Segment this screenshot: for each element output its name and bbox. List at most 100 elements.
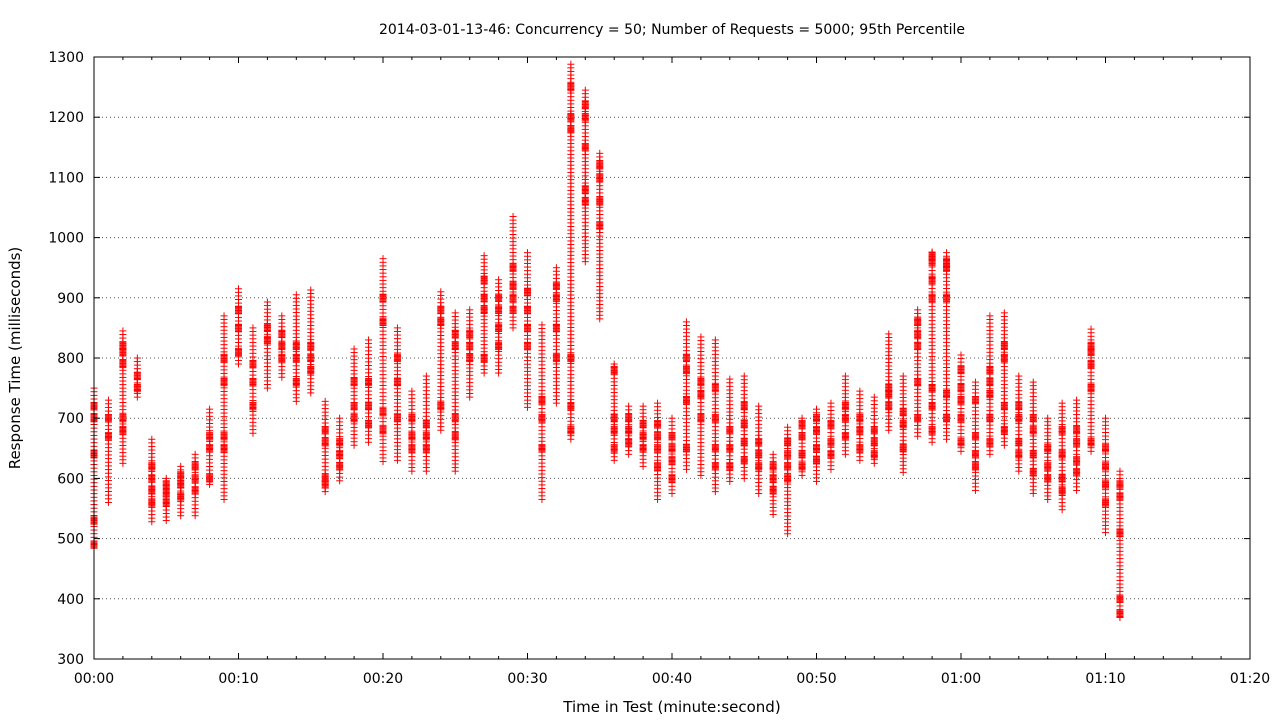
data-point xyxy=(206,405,214,413)
data-point xyxy=(206,429,214,437)
data-point xyxy=(740,372,748,380)
data-point xyxy=(870,393,878,401)
data-point xyxy=(957,351,965,359)
data-point xyxy=(191,450,199,458)
grid-lines xyxy=(94,116,1250,600)
y-tick-label: 800 xyxy=(57,351,84,367)
data-point xyxy=(119,411,127,419)
data-point xyxy=(971,378,979,386)
data-point xyxy=(552,264,560,272)
data-point xyxy=(625,402,633,410)
data-point xyxy=(899,372,907,380)
data-point xyxy=(1015,372,1023,380)
data-point xyxy=(133,368,141,376)
data-point xyxy=(393,324,401,332)
y-tick-label: 300 xyxy=(57,652,84,668)
data-point xyxy=(1073,396,1081,404)
data-point xyxy=(567,60,575,68)
data-point xyxy=(104,411,112,419)
x-tick-label: 00:30 xyxy=(507,671,547,687)
data-point xyxy=(466,306,474,314)
data-point xyxy=(451,309,459,317)
x-tick-label: 00:50 xyxy=(796,671,836,687)
data-point xyxy=(755,402,763,410)
data-point xyxy=(336,414,344,422)
data-point xyxy=(1116,467,1124,475)
data-point xyxy=(509,213,517,221)
data-point xyxy=(639,402,647,410)
data-point xyxy=(162,477,170,485)
y-tick-label: 500 xyxy=(57,532,84,548)
data-point xyxy=(365,336,373,344)
x-tick-label: 01:00 xyxy=(941,671,981,687)
data-point xyxy=(119,338,127,346)
data-point xyxy=(437,288,445,296)
y-tick-label: 900 xyxy=(57,291,84,307)
data-point xyxy=(784,423,792,431)
data-point xyxy=(697,333,705,341)
data-point xyxy=(292,291,300,299)
y-axis-label: Response Time (milliseconds) xyxy=(6,247,24,470)
x-tick-label: 00:20 xyxy=(363,671,403,687)
y-tick-label: 1100 xyxy=(48,170,84,186)
data-point xyxy=(191,459,199,467)
y-tick-label: 1200 xyxy=(48,110,84,126)
data-point xyxy=(104,429,112,437)
data-point xyxy=(119,327,127,335)
data-point xyxy=(104,396,112,404)
x-tick-label: 00:10 xyxy=(218,671,258,687)
data-points xyxy=(90,60,1124,621)
chart-title: 2014-03-01-13-46: Concurrency = 50; Numb… xyxy=(379,22,965,38)
y-tick-label: 1000 xyxy=(48,231,84,247)
data-point xyxy=(668,414,676,422)
data-point xyxy=(769,450,777,458)
data-point xyxy=(408,387,416,395)
data-point xyxy=(1102,414,1109,422)
data-point xyxy=(495,276,503,284)
data-point xyxy=(914,306,922,314)
data-point xyxy=(538,321,546,329)
data-point xyxy=(263,298,271,306)
data-point xyxy=(249,324,257,332)
data-point xyxy=(841,372,849,380)
data-point xyxy=(177,468,185,476)
y-tick-label: 400 xyxy=(57,592,84,608)
data-point xyxy=(148,435,156,443)
data-point xyxy=(379,255,387,263)
data-point xyxy=(654,399,662,407)
data-point xyxy=(1029,378,1037,386)
data-point xyxy=(827,399,835,407)
x-tick-label: 01:10 xyxy=(1085,671,1125,687)
x-axis-label: Time in Test (minute:second) xyxy=(562,698,780,716)
data-point xyxy=(885,330,893,338)
data-point xyxy=(480,252,488,260)
data-point xyxy=(596,149,604,157)
data-point xyxy=(350,345,358,353)
x-tick-label: 00:00 xyxy=(74,671,114,687)
data-point xyxy=(422,372,430,380)
data-point xyxy=(1087,325,1095,333)
axis-tick-labels: 300 400 500 600 700 800 900 1000 1100 1200 1300 00:… xyxy=(48,50,1270,687)
data-point xyxy=(524,249,531,257)
data-point xyxy=(856,387,864,395)
x-tick-label: 00:40 xyxy=(652,671,692,687)
data-point xyxy=(321,397,329,405)
x-tick-label: 01:20 xyxy=(1230,671,1270,687)
data-point xyxy=(220,429,228,437)
data-point xyxy=(278,312,286,320)
data-point xyxy=(1058,399,1066,407)
y-tick-label: 700 xyxy=(57,411,84,427)
y-tick-label: 600 xyxy=(57,471,84,487)
data-point xyxy=(206,471,214,479)
data-point xyxy=(133,354,141,362)
data-point xyxy=(581,86,589,94)
y-tick-label: 1300 xyxy=(48,50,84,66)
data-point xyxy=(1000,309,1008,317)
data-point xyxy=(220,312,228,320)
data-point xyxy=(726,375,734,383)
data-point xyxy=(148,459,156,467)
data-point xyxy=(682,318,690,326)
data-point xyxy=(711,336,719,344)
data-point xyxy=(986,312,994,320)
